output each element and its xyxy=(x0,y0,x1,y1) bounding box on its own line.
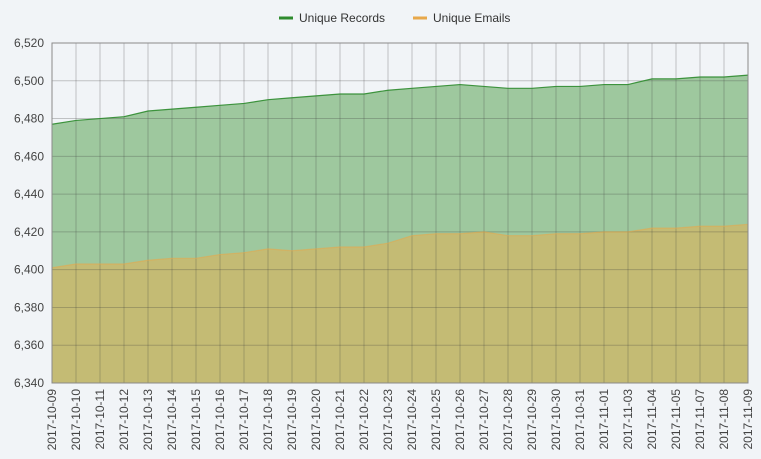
x-tick-label: 2017-11-08 xyxy=(717,389,731,450)
area-fill-1 xyxy=(52,224,748,383)
x-tick-label: 2017-10-16 xyxy=(213,389,227,451)
x-tick-label: 2017-10-12 xyxy=(117,389,131,451)
x-tick-label: 2017-11-09 xyxy=(741,389,755,450)
x-tick-label: 2017-10-30 xyxy=(549,389,563,451)
x-axis: 2017-10-09 2017-10-10 2017-10-11 2017-10-12… xyxy=(45,389,755,451)
x-tick-label: 2017-10-22 xyxy=(357,389,371,451)
legend-label-1: Unique Emails xyxy=(433,11,510,25)
x-tick-label: 2017-10-21 xyxy=(333,389,347,451)
x-tick-label: 2017-11-05 xyxy=(669,389,683,450)
plot-frame xyxy=(51,42,749,384)
x-tick-label: 2017-10-29 xyxy=(525,389,539,451)
x-tick-label: 2017-11-04 xyxy=(645,389,659,450)
x-tick-label: 2017-11-03 xyxy=(621,389,635,450)
series-lines-layer xyxy=(51,74,749,269)
x-tick-label: 2017-10-25 xyxy=(429,389,443,451)
y-tick-label: 6,400 xyxy=(14,263,44,277)
x-tick-label: 2017-10-15 xyxy=(189,389,203,451)
x-tick-label: 2017-10-20 xyxy=(309,389,323,451)
series-line-0 xyxy=(51,74,749,125)
x-tick-label: 2017-10-27 xyxy=(477,389,491,451)
x-tick-label: 2017-11-07 xyxy=(693,389,707,450)
legend-label-0: Unique Records xyxy=(299,11,385,25)
y-tick-label: 6,340 xyxy=(14,376,44,390)
x-tick-label: 2017-10-31 xyxy=(573,389,587,451)
x-tick-label: 2017-10-11 xyxy=(93,389,107,450)
x-tick-label: 2017-10-09 xyxy=(45,389,59,451)
x-tick-label: 2017-10-19 xyxy=(285,389,299,451)
plot-border xyxy=(51,42,749,384)
area-series-layer xyxy=(52,75,748,384)
y-tick-label: 6,520 xyxy=(14,36,44,50)
legend: Unique Records Unique Emails xyxy=(279,11,510,25)
x-tick-label: 2017-11-01 xyxy=(597,389,611,450)
y-tick-label: 6,360 xyxy=(14,338,44,352)
x-tick-label: 2017-10-23 xyxy=(381,389,395,451)
y-axis: 6,340 6,360 6,380 6,400 6,420 6,440 6,460 6,480… xyxy=(14,36,44,390)
x-tick-label: 2017-10-24 xyxy=(405,389,419,451)
y-tick-label: 6,480 xyxy=(14,112,44,126)
x-tick-label: 2017-10-10 xyxy=(69,389,83,451)
y-tick-label: 6,500 xyxy=(14,74,44,88)
x-tick-label: 2017-10-18 xyxy=(261,389,275,451)
y-tick-label: 6,420 xyxy=(14,225,44,239)
x-tick-label: 2017-10-13 xyxy=(141,389,155,451)
x-tick-label: 2017-10-28 xyxy=(501,389,515,451)
x-tick-label: 2017-10-26 xyxy=(453,389,467,451)
x-tick-label: 2017-10-17 xyxy=(237,389,251,451)
y-tick-label: 6,460 xyxy=(14,149,44,163)
series-line-1 xyxy=(51,223,749,269)
x-tick-label: 2017-10-14 xyxy=(165,389,179,451)
y-tick-label: 6,380 xyxy=(14,300,44,314)
y-tick-label: 6,440 xyxy=(14,187,44,201)
